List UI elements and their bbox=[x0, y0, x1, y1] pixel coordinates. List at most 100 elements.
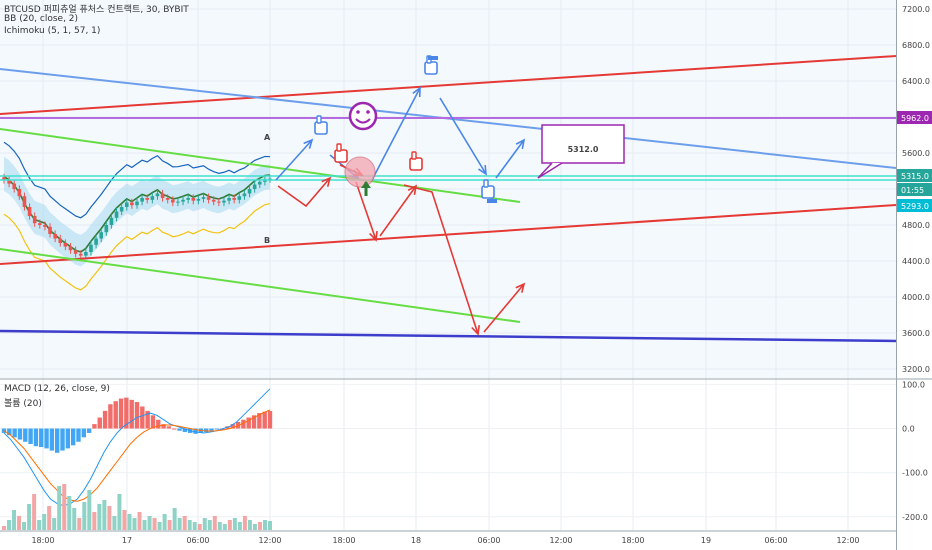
volume-legend[interactable]: 볼륨 (20) bbox=[4, 399, 42, 409]
volume-bar bbox=[47, 506, 52, 530]
smiley-mouth bbox=[355, 118, 371, 124]
hand-pointer-icon-finger bbox=[316, 115, 322, 124]
macd-histogram-bar bbox=[230, 424, 235, 429]
red-arrow-head bbox=[515, 282, 526, 293]
blue-arrow-head bbox=[515, 138, 526, 149]
candle-body bbox=[32, 216, 37, 224]
macd-histogram-bar bbox=[193, 428, 198, 434]
volume-bar bbox=[37, 520, 42, 530]
y-tick-label: 7200.0 bbox=[902, 5, 930, 14]
macd-legend[interactable]: MACD (12, 26, close, 9) bbox=[4, 384, 110, 394]
volume-bar bbox=[162, 514, 167, 530]
volume-bar bbox=[42, 514, 47, 530]
volume-bar bbox=[247, 520, 252, 530]
macd-histogram-bar bbox=[49, 428, 55, 451]
x-tick-label: 18 bbox=[411, 536, 421, 545]
candle-body bbox=[104, 225, 109, 233]
macd-histogram-bar bbox=[55, 428, 60, 453]
volume-bar bbox=[67, 496, 72, 530]
candle-body bbox=[53, 234, 57, 239]
symbol-legend[interactable]: BTCUSD 퍼피츄얼 퓨처스 컨트랙트, 30, BYBIT bbox=[4, 5, 189, 15]
candle-body bbox=[191, 198, 196, 201]
macd-histogram-bar bbox=[156, 419, 161, 429]
red-arrow bbox=[379, 185, 417, 237]
volume-bar bbox=[112, 516, 117, 530]
candle-body bbox=[160, 193, 165, 198]
macd-histogram-bar bbox=[172, 428, 177, 430]
price-badge bbox=[897, 111, 932, 124]
macd-histogram-bar bbox=[129, 399, 134, 429]
red-arrow-head bbox=[369, 230, 378, 242]
red-arrow bbox=[277, 177, 331, 208]
volume-bar bbox=[137, 512, 142, 530]
ichimoku-legend[interactable]: Ichimoku (5, 1, 57, 1) bbox=[4, 26, 101, 36]
volume-bar bbox=[237, 522, 242, 530]
macd-histogram-bar bbox=[161, 424, 166, 429]
macd-histogram-bar bbox=[203, 428, 209, 433]
macd-histogram-bar bbox=[251, 415, 257, 429]
candle-body bbox=[12, 183, 17, 189]
red-arrow bbox=[403, 184, 479, 335]
volume-bar bbox=[52, 518, 57, 530]
volume-bar bbox=[82, 502, 87, 530]
candle-body bbox=[222, 200, 226, 203]
macd-histogram-bar bbox=[118, 398, 124, 429]
candle-body bbox=[227, 198, 231, 201]
y-tick-label: 3600.0 bbox=[902, 329, 930, 338]
candle-body bbox=[2, 177, 6, 180]
bb-upper-line bbox=[3, 141, 271, 219]
volume-bar bbox=[27, 504, 32, 530]
volume-bar bbox=[217, 522, 222, 530]
macd-histogram-bar bbox=[44, 428, 49, 449]
candle-body bbox=[99, 232, 103, 239]
volume-bar bbox=[32, 494, 37, 530]
smiley-eye bbox=[366, 110, 370, 114]
volume-bar bbox=[222, 524, 227, 530]
x-tick-label: 18:00 bbox=[31, 536, 54, 545]
candle-body bbox=[201, 197, 206, 199]
macd-histogram-bar bbox=[76, 428, 81, 442]
macd-histogram-bar bbox=[246, 417, 251, 429]
macd-histogram-bar bbox=[150, 415, 156, 429]
highlight-circle bbox=[344, 156, 376, 188]
hand-cuff bbox=[487, 199, 497, 203]
price-badge-text: 5962.0 bbox=[901, 114, 929, 123]
volume-bar bbox=[147, 516, 152, 530]
price-badge-text: 5293.0 bbox=[901, 202, 929, 211]
volume-bar bbox=[7, 520, 12, 530]
macd-histogram-bar bbox=[65, 428, 71, 449]
volume-bar bbox=[182, 516, 187, 530]
candle-body bbox=[211, 199, 216, 202]
green-upper bbox=[0, 128, 521, 203]
candle-body bbox=[89, 244, 93, 252]
candle-body bbox=[268, 178, 272, 180]
blue-arrow bbox=[371, 87, 421, 181]
y-tick-label: 4000.0 bbox=[902, 293, 930, 302]
volume-bar bbox=[92, 512, 97, 530]
bb-legend[interactable]: BB (20, close, 2) bbox=[4, 14, 79, 24]
x-tick-label: 19 bbox=[701, 536, 711, 545]
volume-bar bbox=[177, 518, 182, 530]
hand-cuff bbox=[428, 56, 438, 60]
hand-pointer-icon-finger bbox=[483, 179, 489, 188]
hand-pointer-icon-finger bbox=[411, 151, 417, 160]
volume-bar bbox=[127, 514, 132, 530]
red-arrow bbox=[483, 283, 525, 333]
macd-histogram-bar bbox=[177, 428, 182, 431]
candle-body bbox=[257, 181, 262, 185]
x-tick-label: 12:00 bbox=[549, 536, 572, 545]
volume-bar bbox=[142, 520, 147, 530]
candle-body bbox=[124, 202, 129, 207]
volume-bar bbox=[72, 508, 77, 530]
macd-histogram-bar bbox=[70, 428, 76, 446]
macd-histogram-bar bbox=[182, 428, 188, 433]
candle-body bbox=[38, 223, 42, 225]
candle-body bbox=[58, 238, 63, 243]
candle-body bbox=[109, 217, 114, 225]
candle-body bbox=[94, 238, 98, 245]
hand-pointer-icon bbox=[481, 185, 495, 199]
hand-pointer-icon bbox=[334, 149, 348, 163]
signal-line bbox=[3, 409, 271, 502]
